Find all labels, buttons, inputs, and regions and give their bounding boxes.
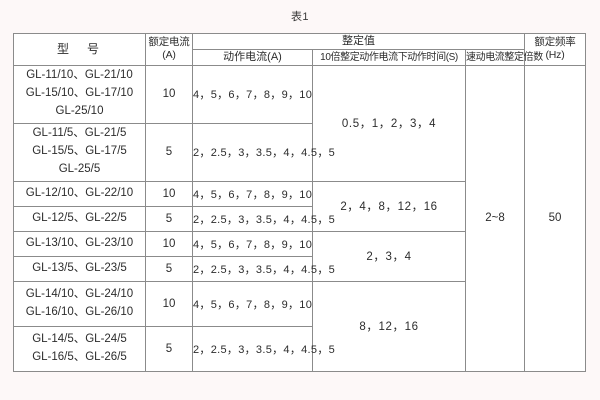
header-action-current: 动作电流(A) — [192, 48, 313, 66]
cell-rated-current: 10 — [145, 230, 193, 257]
model-line: GL-16/5、GL-26/5 — [32, 350, 127, 363]
cell-model: GL-11/10、GL-21/10 GL-15/10、GL-17/10 GL-2… — [13, 64, 146, 124]
cell-action-current: 4，5，6，7，8，9，10 — [192, 280, 313, 327]
header-setting-value: 整定值 — [191, 33, 526, 50]
cell-quick-multiple: 2~8 — [464, 64, 526, 372]
cell-rated-current: 10 — [145, 180, 193, 207]
model-line: GL-11/10、GL-21/10 — [26, 69, 133, 82]
table-caption: 表1 — [290, 11, 310, 23]
cell-model: GL-13/5、GL-23/5 — [13, 255, 146, 282]
header-quick-multiple: 速动电流整定倍数 — [464, 48, 543, 66]
cell-model: GL-12/10、GL-22/10 — [13, 180, 146, 207]
model-line: GL-12/5、GL-22/5 — [32, 211, 127, 224]
cell-rated-current: 10 — [145, 280, 193, 327]
model-line: GL-14/5、GL-24/5 — [32, 332, 127, 345]
cell-rated-current: 5 — [145, 205, 193, 232]
table-header-row-1: 型 号 额定电流(A) 整定值 额定频率(Hz) — [13, 33, 587, 66]
header-rated-current: 额定电流(A) — [145, 33, 193, 66]
cell-rated-current: 5 — [145, 325, 193, 372]
header-action-time: 10倍整定动作电流下动作时间(S) — [312, 48, 466, 66]
model-line: GL-25/5 — [58, 163, 101, 176]
model-line: GL-11/5、GL-21/5 — [32, 127, 127, 140]
table-header: 型 号 额定电流(A) 整定值 额定频率(Hz) 动作电流(A) 10倍整定动作… — [13, 33, 587, 66]
cell-action-current: 4，5，6，7，8，9，10 — [192, 64, 313, 124]
cell-action-current: 4，5，6，7，8，9，10 — [192, 230, 313, 257]
model-line: GL-16/10、GL-26/10 — [25, 305, 134, 318]
cell-action-time: 8，12，16 — [312, 280, 466, 372]
model-line: GL-13/10、GL-23/10 — [25, 236, 134, 249]
table-row: GL-14/10、GL-24/10 GL-16/10、GL-26/10 10 4… — [13, 280, 586, 372]
cell-model: GL-11/5、GL-21/5 GL-15/5、GL-17/5 GL-25/5 — [13, 122, 146, 182]
model-line: GL-13/5、GL-23/5 — [32, 261, 127, 274]
cell-action-current: 2，2.5，3，3.5，4，4.5，5 — [192, 122, 335, 182]
cell-rated-current: 10 — [145, 64, 193, 124]
cell-rated-current: 5 — [145, 122, 193, 182]
cell-action-current: 4，5，6，7，8，9，10 — [192, 180, 313, 207]
cell-action-time: 2，3，4 — [312, 230, 466, 282]
cell-action-time: 0.5，1，2，3，4 — [312, 64, 466, 182]
table-body: GL-11/10、GL-21/10 GL-15/10、GL-17/10 GL-2… — [13, 64, 587, 372]
table-row: GL-11/5、GL-21/5 GL-15/5、GL-17/5 GL-25/5 … — [13, 122, 586, 182]
table-header-row-2: 动作电流(A) 10倍整定动作电流下动作时间(S) 速动电流整定倍数 — [14, 48, 586, 66]
header-rated-frequency: 额定频率(Hz) — [524, 33, 587, 66]
table-row: GL-14/5、GL-24/5 GL-16/5、GL-26/5 5 2，2.5，… — [13, 325, 586, 372]
cell-model: GL-12/5、GL-22/5 — [13, 205, 146, 232]
relay-specification-table: 型 号 额定电流(A) 整定值 额定频率(Hz) 动作电流(A) 10倍整定动作… — [13, 33, 587, 372]
cell-rated-current: 5 — [145, 255, 193, 282]
model-line: GL-14/10、GL-24/10 — [25, 287, 134, 300]
cell-action-time: 2，4，8，12，16 — [312, 180, 466, 232]
cell-rated-frequency: 50 — [524, 64, 587, 372]
table-row: GL-12/10、GL-22/10 10 4，5，6，7，8，9，10 2，4，… — [13, 180, 586, 232]
header-model: 型 号 — [13, 33, 146, 66]
table-row: GL-13/10、GL-23/10 10 4，5，6，7，8，9，10 2，3，… — [13, 230, 586, 282]
cell-model: GL-14/5、GL-24/5 GL-16/5、GL-26/5 — [13, 325, 146, 372]
cell-model: GL-14/10、GL-24/10 GL-16/10、GL-26/10 — [13, 280, 146, 327]
table-row: GL-11/10、GL-21/10 GL-15/10、GL-17/10 GL-2… — [13, 64, 587, 372]
model-line: GL-15/5、GL-17/5 — [32, 145, 127, 158]
model-line: GL-12/10、GL-22/10 — [25, 186, 134, 199]
cell-action-current: 2，2.5，3，3.5，4，4.5，5 — [192, 325, 335, 372]
model-line: GL-25/10 — [55, 105, 104, 118]
cell-action-current: 2，2.5，3，3.5，4，4.5，5 — [192, 205, 335, 232]
spec-table-container: 型 号 额定电流(A) 整定值 额定频率(Hz) 动作电流(A) 10倍整定动作… — [13, 33, 587, 372]
cell-model: GL-13/10、GL-23/10 — [13, 230, 146, 257]
model-line: GL-15/10、GL-17/10 — [25, 87, 134, 100]
cell-action-current: 2，2.5，3，3.5，4，4.5，5 — [192, 255, 335, 282]
